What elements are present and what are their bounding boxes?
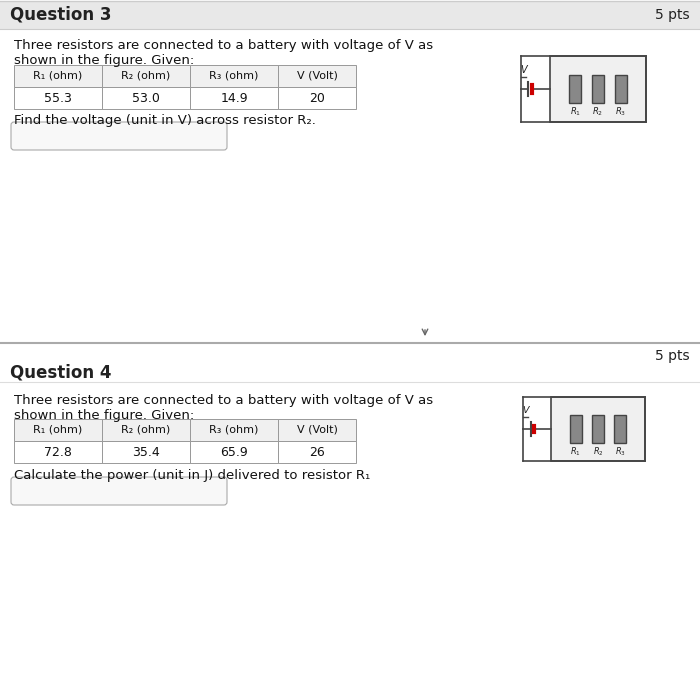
Text: shown in the figure. Given:: shown in the figure. Given: <box>14 409 195 422</box>
Bar <box>190 87 278 109</box>
Bar <box>102 419 190 441</box>
Text: 26: 26 <box>309 445 325 458</box>
Bar <box>278 65 356 87</box>
Text: 72.8: 72.8 <box>44 445 72 458</box>
Text: 35.4: 35.4 <box>132 445 160 458</box>
Text: $R_1$: $R_1$ <box>570 106 581 118</box>
Text: 5 pts: 5 pts <box>655 349 690 363</box>
Bar <box>550 56 646 122</box>
Bar <box>14 87 102 109</box>
Bar <box>0 1 700 29</box>
Text: 53.0: 53.0 <box>132 91 160 104</box>
Bar <box>0 0 700 343</box>
Text: Question 4: Question 4 <box>10 364 111 382</box>
Text: $R_2$: $R_2$ <box>593 445 603 458</box>
Bar <box>190 419 278 441</box>
Bar <box>592 75 604 103</box>
Text: shown in the figure. Given:: shown in the figure. Given: <box>14 54 195 67</box>
Text: $R_2$: $R_2$ <box>592 106 603 118</box>
Text: 55.3: 55.3 <box>44 91 72 104</box>
Text: Find the voltage (unit in V) across resistor R₂.: Find the voltage (unit in V) across resi… <box>14 114 316 127</box>
Bar <box>278 441 356 463</box>
Text: Calculate the power (unit in J) delivered to resistor R₁: Calculate the power (unit in J) delivere… <box>14 469 370 482</box>
Text: $R_3$: $R_3$ <box>615 106 626 118</box>
Bar <box>102 441 190 463</box>
Bar <box>14 441 102 463</box>
Bar <box>190 441 278 463</box>
Bar <box>552 397 645 461</box>
Text: R₁ (ohm): R₁ (ohm) <box>34 425 83 435</box>
Bar <box>615 75 627 103</box>
Text: V (Volt): V (Volt) <box>297 425 337 435</box>
Text: 5 pts: 5 pts <box>655 8 690 22</box>
Bar <box>14 419 102 441</box>
Text: R₃ (ohm): R₃ (ohm) <box>209 425 259 435</box>
FancyBboxPatch shape <box>11 122 227 150</box>
Text: R₁ (ohm): R₁ (ohm) <box>34 71 83 81</box>
Bar <box>569 75 581 103</box>
Bar <box>570 416 582 442</box>
Text: 65.9: 65.9 <box>220 445 248 458</box>
Bar <box>190 65 278 87</box>
Text: V (Volt): V (Volt) <box>297 71 337 81</box>
Text: Three resistors are connected to a battery with voltage of V as: Three resistors are connected to a batte… <box>14 394 433 407</box>
Bar <box>278 419 356 441</box>
Bar <box>278 87 356 109</box>
Text: R₂ (ohm): R₂ (ohm) <box>121 71 171 81</box>
Text: 14.9: 14.9 <box>220 91 248 104</box>
FancyBboxPatch shape <box>11 477 227 505</box>
Text: $R_1$: $R_1$ <box>570 445 581 458</box>
Bar <box>102 87 190 109</box>
Text: R₂ (ohm): R₂ (ohm) <box>121 425 171 435</box>
Text: Question 3: Question 3 <box>10 6 111 24</box>
Text: $R_3$: $R_3$ <box>615 445 626 458</box>
Bar <box>0 343 700 687</box>
Text: 20: 20 <box>309 91 325 104</box>
Text: R₃ (ohm): R₃ (ohm) <box>209 71 259 81</box>
Bar <box>614 416 626 442</box>
Text: Three resistors are connected to a battery with voltage of V as: Three resistors are connected to a batte… <box>14 39 433 52</box>
Bar <box>592 416 604 442</box>
Bar <box>102 65 190 87</box>
Text: V: V <box>520 65 526 75</box>
Text: V: V <box>522 407 529 416</box>
Bar <box>14 65 102 87</box>
